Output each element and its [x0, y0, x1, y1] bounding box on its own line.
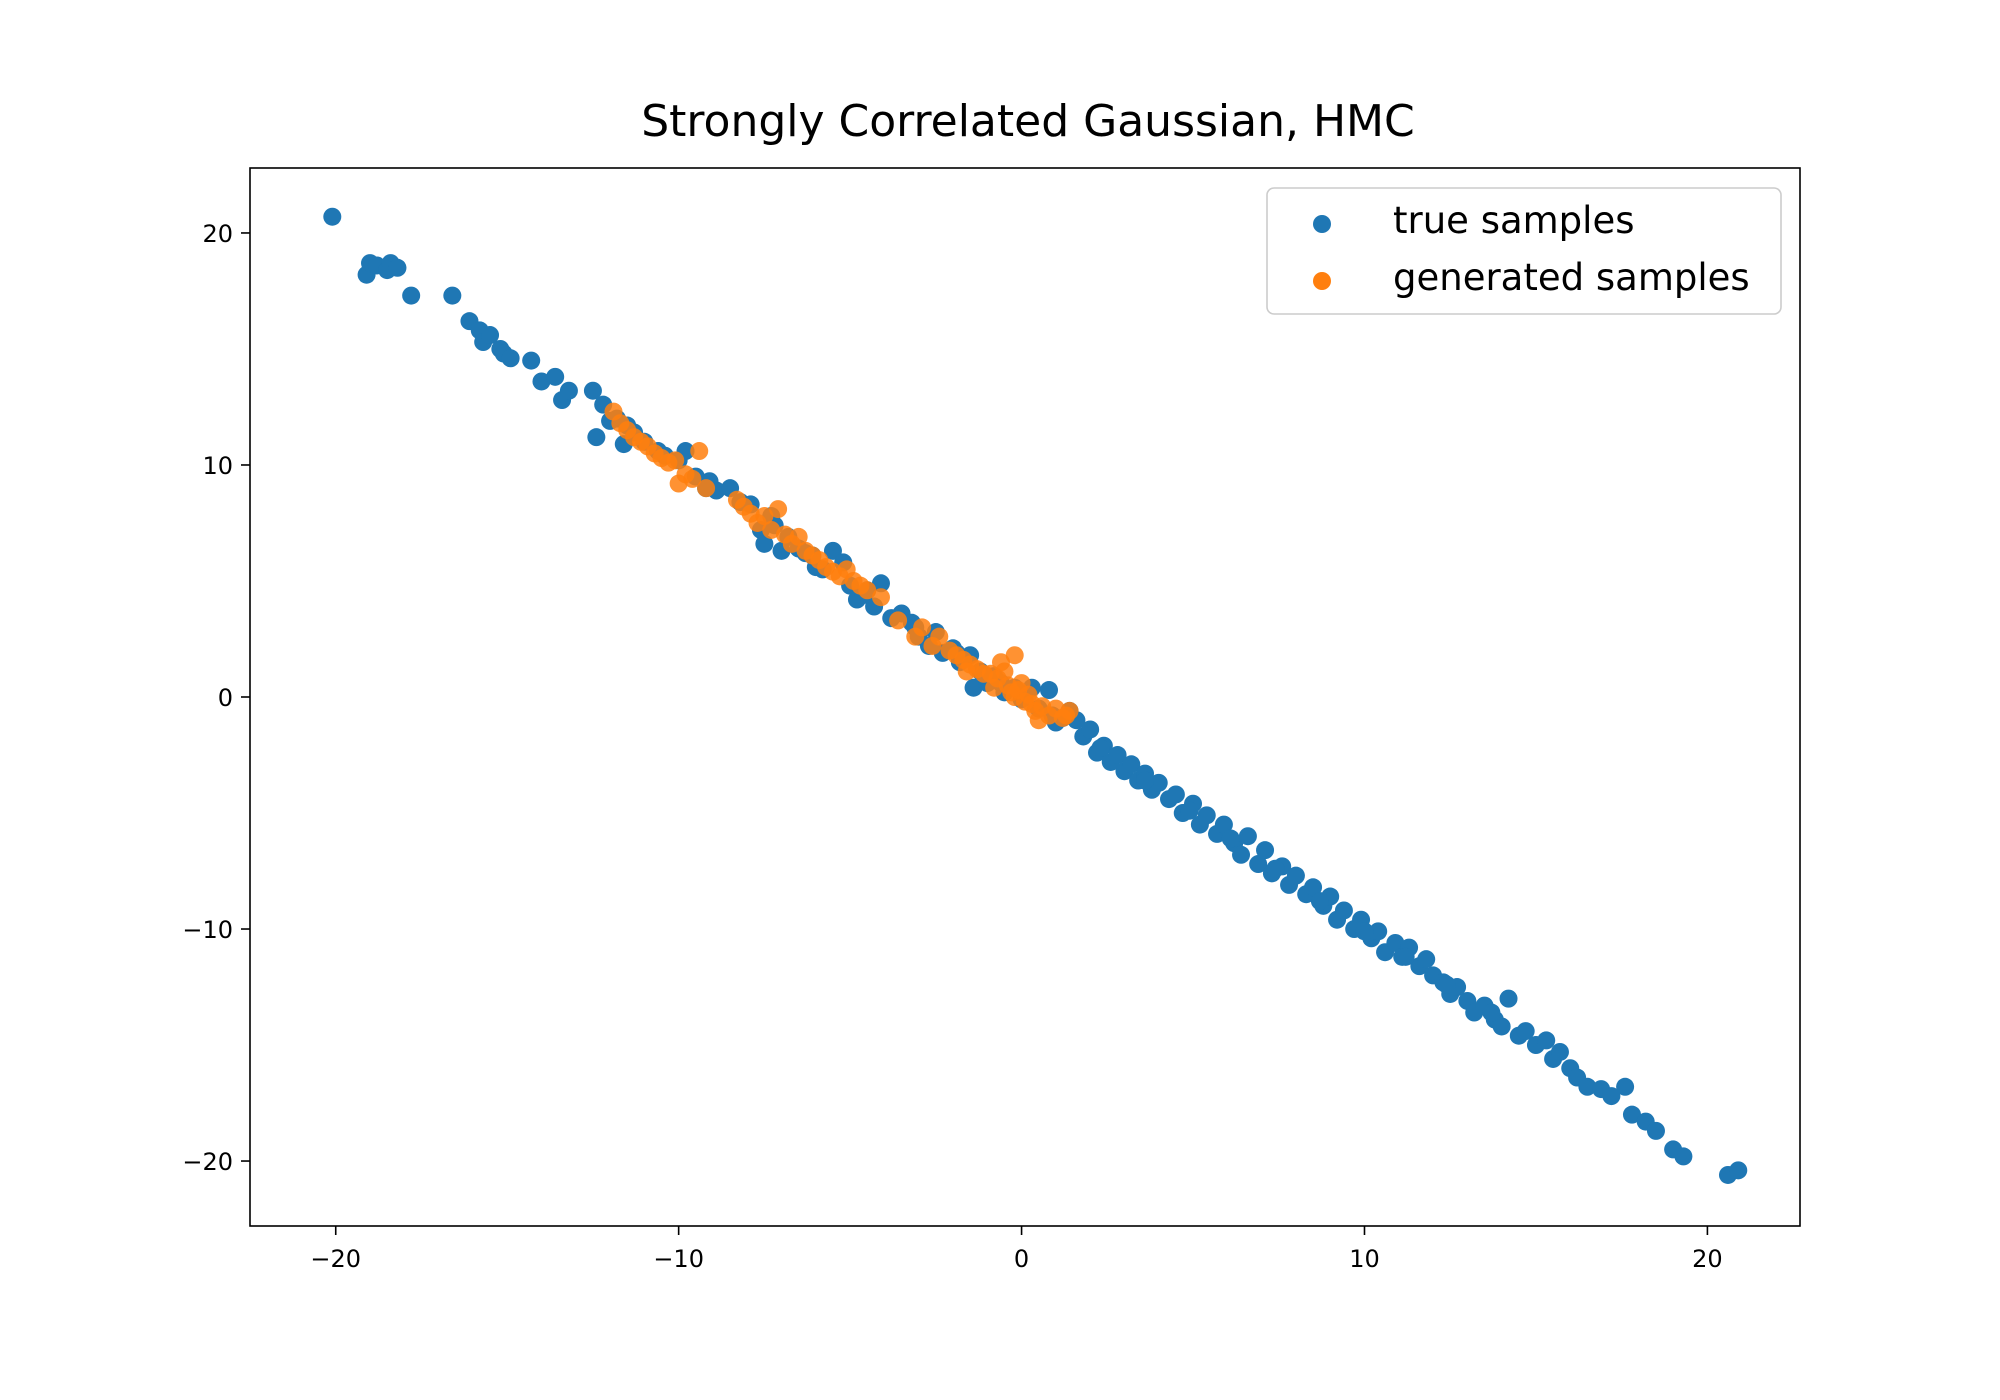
true-sample-point	[546, 367, 565, 386]
generated-sample-point	[957, 662, 976, 681]
true-sample-point	[1214, 815, 1233, 834]
true-sample-point	[823, 541, 842, 560]
true-sample-point	[1437, 975, 1456, 994]
true-sample-point	[1232, 845, 1251, 864]
true-sample-point	[1122, 755, 1141, 774]
true-sample-point	[1550, 1042, 1569, 1061]
x-tick-label: 20	[1692, 1245, 1723, 1273]
true-sample-point	[1386, 933, 1405, 952]
true-sample-point	[755, 534, 774, 553]
true-sample-point	[1674, 1147, 1693, 1166]
generated-sample-point	[1029, 711, 1048, 730]
true-sample-point	[1149, 773, 1168, 792]
x-tick-label: −20	[310, 1245, 361, 1273]
legend-label-generated-samples: generated samples	[1393, 256, 1750, 299]
true-sample-point	[1166, 785, 1185, 804]
x-tick-label: 10	[1349, 1245, 1380, 1273]
generated-sample-point	[913, 618, 932, 637]
true-sample-point	[1304, 878, 1323, 897]
true-sample-point	[1499, 989, 1518, 1008]
generated-sample-point	[889, 611, 908, 630]
true-sample-point	[522, 351, 541, 370]
true-sample-point	[559, 381, 578, 400]
true-sample-point	[1040, 681, 1059, 700]
generated-sample-point	[762, 520, 781, 539]
true-sample-point	[443, 286, 462, 305]
true-sample-point	[402, 286, 421, 305]
generated-sample-point	[871, 588, 890, 607]
true-sample-point	[1180, 801, 1199, 820]
y-tick-label: 0	[218, 684, 233, 712]
legend-marker-true-samples	[1313, 215, 1331, 233]
true-sample-point	[1249, 855, 1268, 874]
x-axis-ticks: −20 −10 0 10 20	[310, 1226, 1723, 1273]
x-tick-label: 0	[1014, 1245, 1029, 1273]
chart-title: Strongly Correlated Gaussian, HMC	[641, 96, 1414, 147]
legend: true samples generated samples	[1266, 187, 1782, 315]
true-sample-point	[1492, 1017, 1511, 1036]
true-sample-point	[1197, 806, 1216, 825]
legend-marker-generated-samples	[1313, 272, 1331, 290]
true-sample-point	[1266, 859, 1285, 878]
true-sample-point	[1334, 901, 1353, 920]
true-sample-point	[1221, 829, 1240, 848]
x-tick-label: −10	[653, 1245, 704, 1273]
true-sample-point	[1081, 720, 1100, 739]
true-sample-point	[1136, 771, 1155, 790]
generated-sample-point	[666, 451, 685, 470]
true-sample-point	[583, 381, 602, 400]
true-sample-point	[1516, 1022, 1535, 1041]
true-sample-point	[1622, 1105, 1641, 1124]
true-sample-point	[1602, 1087, 1621, 1106]
true-sample-point	[532, 372, 551, 391]
true-sample-point	[964, 678, 983, 697]
true-sample-point	[481, 326, 500, 345]
true-sample-point	[1108, 746, 1127, 765]
generated-sample-point	[697, 479, 716, 498]
true-sample-point	[1578, 1077, 1597, 1096]
true-sample-point	[1310, 892, 1329, 911]
true-sample-point	[1417, 950, 1436, 969]
generated-samples-series	[604, 402, 1079, 730]
y-tick-label: 20	[202, 220, 233, 248]
legend-box	[1266, 187, 1782, 315]
generated-sample-point	[991, 653, 1010, 672]
y-tick-label: −10	[182, 916, 233, 944]
true-sample-point	[1091, 739, 1110, 758]
true-sample-point	[1355, 922, 1374, 941]
y-axis-ticks: −20 −10 0 10 20	[182, 220, 250, 1176]
true-sample-point	[1286, 866, 1305, 885]
generated-sample-point	[789, 527, 808, 546]
true-sample-point	[1396, 947, 1415, 966]
generated-sample-point	[858, 581, 877, 600]
y-tick-label: −20	[182, 1148, 233, 1176]
true-sample-point	[1616, 1077, 1635, 1096]
true-sample-point	[501, 349, 520, 368]
generated-sample-point	[923, 636, 942, 655]
y-tick-label: 10	[202, 452, 233, 480]
generated-sample-point	[690, 442, 709, 461]
generated-sample-point	[985, 678, 1004, 697]
true-sample-point	[1256, 841, 1275, 860]
true-sample-point	[1729, 1161, 1748, 1180]
true-sample-point	[388, 258, 407, 277]
true-sample-point	[323, 207, 342, 226]
generated-sample-point	[683, 469, 702, 488]
generated-sample-point	[769, 500, 788, 519]
generated-sample-point	[1057, 706, 1076, 725]
true-sample-point	[1646, 1121, 1665, 1140]
true-sample-point	[1537, 1031, 1556, 1050]
generated-sample-point	[755, 507, 774, 526]
legend-label-true-samples: true samples	[1393, 199, 1635, 242]
generated-sample-point	[1005, 646, 1024, 665]
true-sample-point	[587, 428, 606, 447]
true-sample-point	[1238, 827, 1257, 846]
true-sample-point	[871, 574, 890, 593]
true-sample-point	[1482, 1003, 1501, 1022]
true-sample-point	[1369, 922, 1388, 941]
